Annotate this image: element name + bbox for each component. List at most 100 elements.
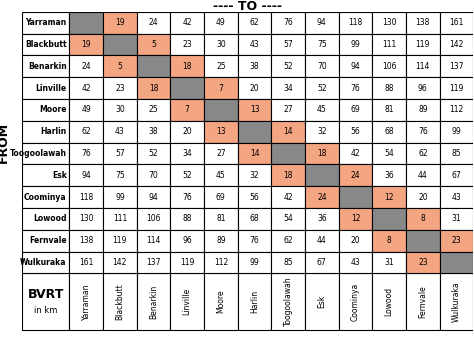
Text: 49: 49 — [82, 105, 91, 114]
Bar — [204, 143, 237, 165]
Text: Linville: Linville — [36, 83, 67, 93]
Text: 118: 118 — [348, 18, 363, 27]
Bar — [22, 186, 69, 208]
Bar — [305, 165, 338, 186]
Text: 18: 18 — [182, 62, 192, 71]
Bar — [69, 77, 103, 99]
Text: 111: 111 — [113, 214, 127, 223]
Text: Lowood: Lowood — [33, 214, 67, 223]
Text: Linville: Linville — [182, 288, 191, 315]
Bar — [305, 121, 338, 143]
Bar — [406, 12, 440, 34]
Bar — [440, 55, 474, 77]
Bar — [69, 165, 103, 186]
Bar — [440, 12, 474, 34]
Bar — [170, 34, 204, 55]
Text: BVRT: BVRT — [27, 288, 64, 301]
Bar — [271, 99, 305, 121]
Bar — [271, 230, 305, 252]
Bar — [406, 143, 440, 165]
Text: 14: 14 — [283, 127, 293, 136]
Text: 96: 96 — [418, 83, 428, 93]
Bar — [22, 230, 69, 252]
Bar — [373, 273, 406, 330]
Bar — [406, 252, 440, 273]
Text: 99: 99 — [115, 193, 125, 201]
Bar — [137, 34, 170, 55]
Bar — [137, 99, 170, 121]
Bar — [170, 121, 204, 143]
Bar — [69, 34, 103, 55]
Bar — [170, 143, 204, 165]
Bar — [305, 208, 338, 230]
Bar — [237, 55, 271, 77]
Text: 20: 20 — [351, 236, 360, 245]
Bar — [237, 99, 271, 121]
Bar — [305, 186, 338, 208]
Text: Moore: Moore — [216, 290, 225, 313]
Text: Toogoolawah: Toogoolawah — [9, 149, 67, 158]
Text: 88: 88 — [182, 214, 192, 223]
Text: 30: 30 — [115, 105, 125, 114]
Text: 75: 75 — [317, 40, 327, 49]
Bar — [137, 77, 170, 99]
Bar — [237, 165, 271, 186]
Bar — [204, 12, 237, 34]
Text: 12: 12 — [384, 193, 394, 201]
Text: 70: 70 — [317, 62, 327, 71]
Text: 36: 36 — [317, 214, 327, 223]
Bar — [170, 230, 204, 252]
Bar — [338, 77, 373, 99]
Text: 142: 142 — [449, 40, 464, 49]
Text: 96: 96 — [182, 236, 192, 245]
Bar — [22, 55, 69, 77]
Text: 8: 8 — [387, 236, 392, 245]
Text: 75: 75 — [115, 171, 125, 180]
Bar — [237, 230, 271, 252]
Text: 62: 62 — [250, 18, 259, 27]
Text: Coominya: Coominya — [351, 282, 360, 321]
Bar — [338, 143, 373, 165]
Text: 54: 54 — [384, 149, 394, 158]
Text: 52: 52 — [283, 62, 293, 71]
Bar — [103, 34, 137, 55]
Bar — [305, 99, 338, 121]
Bar — [137, 273, 170, 330]
Bar — [373, 143, 406, 165]
Text: 8: 8 — [420, 214, 425, 223]
Text: 25: 25 — [149, 105, 158, 114]
Bar — [69, 230, 103, 252]
Text: 114: 114 — [416, 62, 430, 71]
Bar — [305, 55, 338, 77]
Bar — [338, 230, 373, 252]
Bar — [22, 121, 69, 143]
Bar — [406, 34, 440, 55]
Text: 89: 89 — [418, 105, 428, 114]
Text: 24: 24 — [82, 62, 91, 71]
Text: 76: 76 — [283, 18, 293, 27]
Text: 68: 68 — [250, 214, 259, 223]
Text: 94: 94 — [317, 18, 327, 27]
Text: 119: 119 — [113, 236, 127, 245]
Bar — [406, 121, 440, 143]
Text: 18: 18 — [317, 149, 327, 158]
Bar — [22, 273, 69, 330]
Bar — [137, 230, 170, 252]
Bar — [69, 252, 103, 273]
Bar — [373, 121, 406, 143]
Bar — [22, 34, 69, 55]
Text: 19: 19 — [115, 18, 125, 27]
Text: 25: 25 — [216, 62, 226, 71]
Text: 118: 118 — [79, 193, 93, 201]
Text: 42: 42 — [283, 193, 293, 201]
Bar — [338, 99, 373, 121]
Text: 137: 137 — [449, 62, 464, 71]
Bar — [170, 208, 204, 230]
Bar — [305, 77, 338, 99]
Text: 7: 7 — [219, 83, 223, 93]
Text: 137: 137 — [146, 258, 161, 267]
Text: 27: 27 — [283, 105, 293, 114]
Bar — [305, 34, 338, 55]
Text: Blackbutt: Blackbutt — [25, 40, 67, 49]
Bar — [103, 12, 137, 34]
